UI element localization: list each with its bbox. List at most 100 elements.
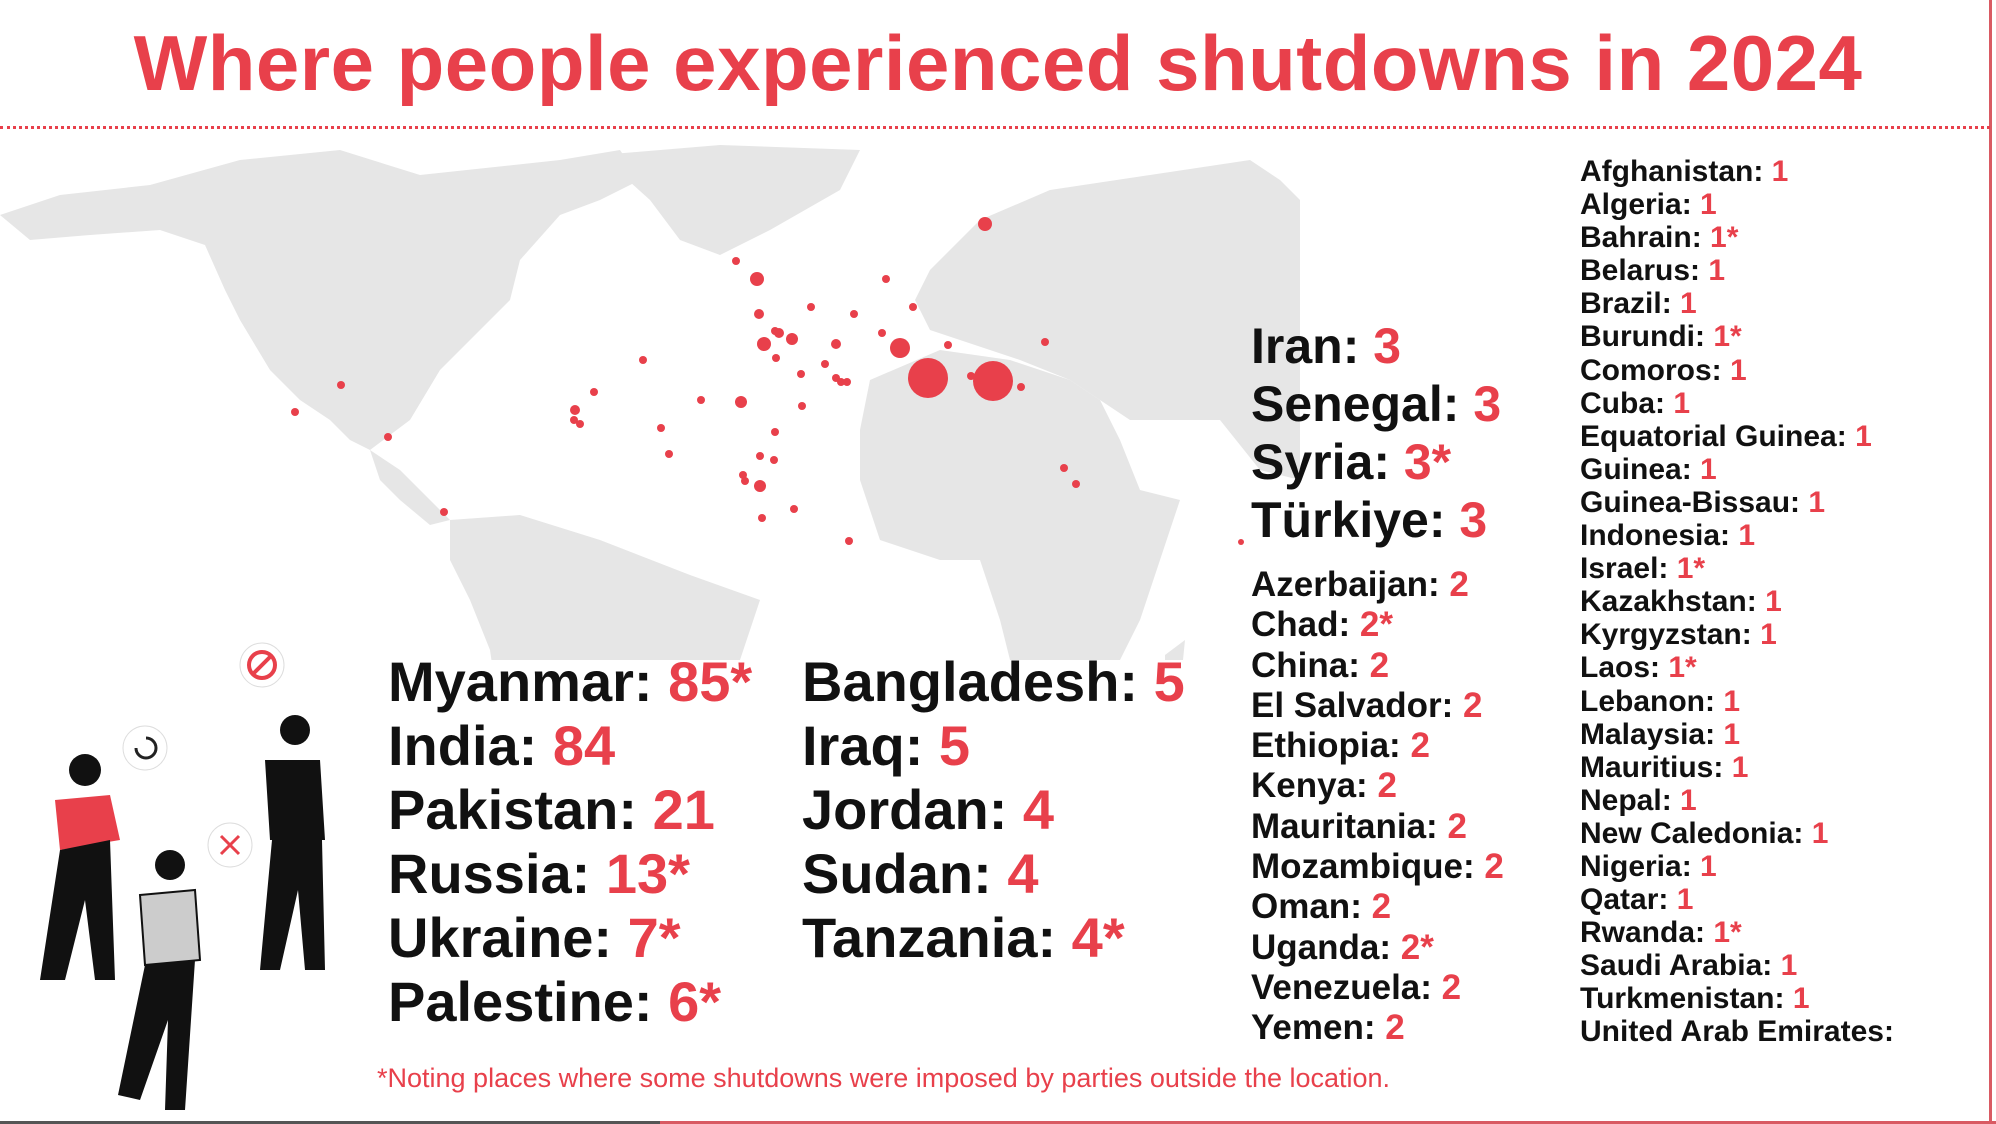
shutdown-marker [1041,338,1049,346]
list-one: Afghanistan: 1 Algeria: 1 Bahrain: 1* Belar… [1580,155,1894,1049]
shutdown-count: 1 [1811,816,1829,850]
shutdown-marker [882,275,890,283]
country-item: Belarus: 1 [1580,254,1894,287]
shutdown-count: 1 [1700,849,1717,883]
shutdown-count: 1 [1792,982,1810,1016]
shutdown-marker [845,537,853,545]
shutdown-count: 1 [1723,717,1741,751]
country-name: Uganda: [1251,927,1391,967]
person-middle [118,850,202,1110]
country-item: India: 84 [388,714,752,778]
country-item: Qatar: 1 [1580,883,1894,916]
shutdown-count: 2 [1371,887,1392,927]
shutdown-marker [570,416,578,424]
frame-border-right [1989,0,1992,1124]
country-name: Azerbaijan: [1251,565,1440,604]
country-name: Türkiye: [1251,492,1446,548]
country-item: Turkmenistan: 1 [1580,982,1894,1015]
shutdown-count: 2 [1484,847,1504,887]
shutdown-count: 1 [1780,949,1798,983]
africa [860,350,1180,660]
shutdown-marker [337,381,345,389]
shutdown-marker [797,370,805,378]
country-item: Kenya: 2 [1251,766,1504,806]
country-item: Ukraine: 7* [388,906,752,970]
country-item: Bahrain: 1* [1580,221,1894,254]
country-name: Pakistan: [388,778,637,841]
country-name: Guinea-Bissau: [1580,485,1801,519]
country-name: China: [1251,645,1360,685]
greenland [600,145,860,255]
error-x-icon [207,822,253,868]
shutdown-count: 1 [1680,287,1697,321]
country-item: Russia: 13* [388,842,752,906]
country-name: Rwanda: [1580,916,1706,950]
south-america [450,515,760,660]
reload-icon [122,725,168,771]
country-item: Iran: 3 [1251,317,1501,375]
country-item: El Salvador: 2 [1251,686,1504,726]
shutdown-count: 5 [1153,650,1185,713]
country-item: Palestine: 6* [388,970,752,1034]
country-item: Saudi Arabia: 1 [1580,949,1894,982]
country-name: Belarus: [1580,254,1701,288]
list-top-2: Bangladesh: 5 Iraq: 5 Jordan: 4 Sudan: 4 Tan… [802,650,1185,970]
shutdown-marker [909,303,917,311]
list-three: Iran: 3 Senegal: 3 Syria: 3* Türkiye: 3 [1251,317,1501,549]
shutdown-marker [754,480,766,492]
country-name: New Caledonia: [1580,816,1804,850]
country-name: Algeria: [1580,188,1692,222]
shutdown-marker [878,329,886,337]
country-name: Israel: [1580,552,1669,586]
country-name: Mozambique: [1251,847,1475,887]
country-item: Comoros: 1 [1580,354,1894,387]
shutdown-count: 3 [1373,318,1402,374]
shutdown-count: 2 [1369,645,1390,685]
shutdown-marker [697,396,705,404]
country-item: Mozambique: 2 [1251,847,1504,887]
country-item: Brazil: 1 [1580,287,1894,320]
shutdown-marker [741,477,749,485]
country-item: Rwanda: 1* [1580,916,1894,949]
shutdown-count: 1 [1676,883,1694,917]
country-item: Nepal: 1 [1580,784,1894,817]
country-name: Yemen: [1251,1008,1376,1048]
shutdown-count: 1 [1708,254,1726,288]
shutdown-count: 1 [1808,485,1826,519]
north-america [0,150,640,450]
country-item: Tanzania: 4* [802,906,1185,970]
country-name: Sudan: [802,842,992,905]
shutdown-marker [639,356,647,364]
shutdown-count: 1* [1713,916,1742,950]
country-name: Bangladesh: [802,650,1139,713]
shutdown-marker [978,217,992,231]
shutdown-count: 2* [1400,927,1434,967]
country-item: Mauritania: 2 [1251,807,1504,847]
country-name: Palestine: [388,970,653,1033]
shutdown-marker [850,310,858,318]
shutdown-marker [890,338,910,358]
country-item: Malaysia: 1 [1580,718,1894,751]
shutdown-marker [1017,383,1025,391]
country-name: India: [388,714,538,777]
country-name: Cuba: [1580,386,1665,420]
country-item: Chad: 2* [1251,605,1504,645]
shutdown-count: 21 [652,778,715,841]
shutdown-count: 1 [1765,585,1782,619]
madagascar [1165,640,1185,660]
shutdown-count: 1 [1738,519,1756,553]
shutdown-marker [384,433,392,441]
country-name: Burundi: [1580,320,1705,354]
frame-border-bottom [0,1121,1996,1124]
shutdown-marker [1238,539,1244,545]
country-name: Mauritania: [1251,806,1438,846]
shutdown-marker [771,428,779,436]
shutdown-count: 2 [1385,1008,1405,1048]
frame-border-bottom-left [0,1121,660,1124]
shutdown-marker [786,333,798,345]
country-item: Guinea: 1 [1580,453,1894,486]
shutdown-count: 2 [1463,685,1483,725]
shutdown-count: 4 [1007,842,1039,905]
shutdown-count: 1 [1760,618,1777,652]
shutdown-count: 2* [1359,605,1393,645]
